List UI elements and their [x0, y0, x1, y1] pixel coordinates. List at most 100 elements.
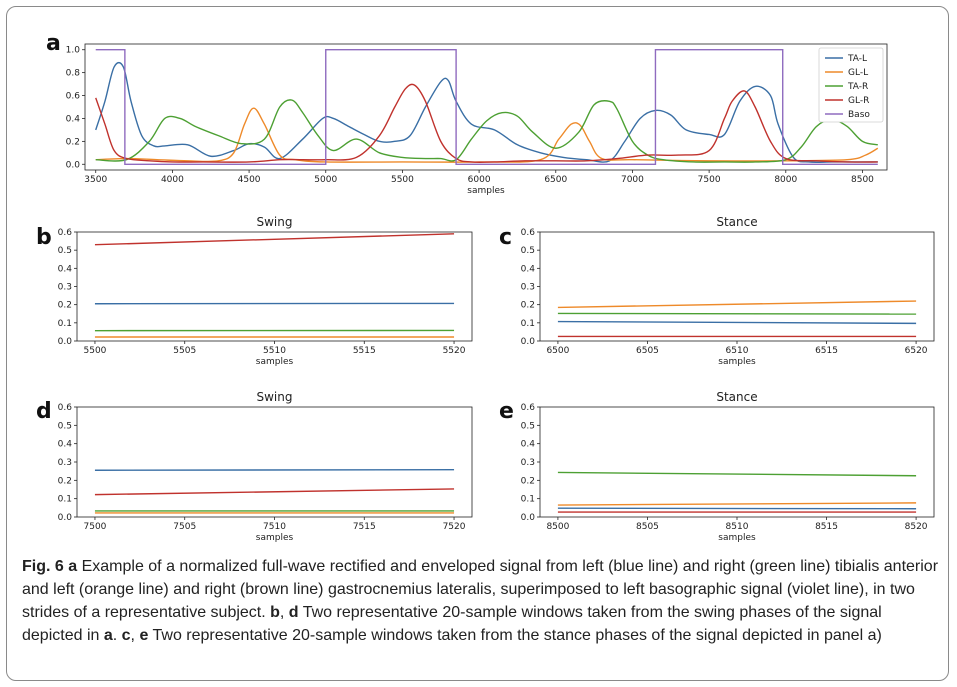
y-tick-label: 0.3: [58, 283, 72, 293]
y-tick-label: 0.2: [521, 301, 535, 311]
panel-letter-a: a: [46, 31, 61, 56]
panel-b: b Swing 5500 5505 5510 5515 5520 0.0 0.1 0.2 0.3 0.…: [36, 215, 473, 367]
caption-segment: ,: [130, 627, 140, 644]
series-line-baso-a: [95, 49, 878, 165]
panel-letter-c: c: [499, 225, 512, 250]
x-tick-label: 8505: [636, 522, 659, 532]
figure-6-charts: a 3500 4000 4500 5000 5500 6000 6500 7000 7500 800…: [36, 31, 935, 543]
caption-panel-ref: a: [68, 558, 78, 575]
x-axis-label-e: samples: [718, 533, 756, 543]
y-tick-label: 0.4: [521, 264, 536, 274]
y-tick-label: 0.3: [521, 283, 535, 293]
y-tick-label: 0.6: [58, 228, 73, 238]
y-tick-label: 0.5: [521, 246, 535, 256]
y-tick-label: 0.8: [66, 69, 81, 79]
series-line-ta-l-e: [557, 507, 917, 510]
y-tick-label: 0.5: [521, 421, 535, 431]
x-tick-label: 7500: [84, 522, 107, 532]
x-tick-label: 5510: [263, 346, 286, 356]
y-tick-label: 0.4: [66, 114, 81, 124]
panel-title-d: Swing: [257, 390, 293, 404]
panel-c: c Stance 6500 6505 6510 6515 6520 0.0 0.1 0.2 0.3 0…: [499, 215, 935, 367]
y-tick-label: 0.1: [58, 495, 72, 505]
axes-frame-a: [84, 43, 888, 171]
panel-e: e Stance 8500 8505 8510 8515 8520 0.0 0.1 0.2 0.3 0…: [499, 390, 935, 543]
y-tick-label: 0.5: [58, 421, 72, 431]
legend-label-ta-r: TA-R: [847, 82, 868, 92]
series-line-ta-l-a: [95, 61, 878, 164]
legend-label-baso: Baso: [848, 110, 870, 120]
caption-text: a Example of a normalized full-wave rect…: [22, 558, 938, 644]
x-axis-label-a: samples: [467, 186, 505, 196]
y-tick-label: 0.6: [521, 403, 536, 413]
x-tick-label: 7510: [263, 522, 286, 532]
series-line-ta-l-c: [557, 320, 917, 325]
caption-panel-ref: d: [288, 604, 299, 621]
y-tick-label: 0.4: [58, 264, 73, 274]
y-tick-label: 0.6: [58, 403, 73, 413]
y-tick-label: 0.0: [66, 160, 81, 170]
y-tick-label: 0.0: [58, 513, 73, 523]
caption-panel-ref: e: [139, 627, 149, 644]
y-tick-label: 0.1: [521, 319, 535, 329]
panel-d: d Swing 7500 7505 7510 7515 7520 0.0 0.1 0.2 0.3 0.…: [36, 390, 473, 543]
series-group-b: [94, 233, 455, 338]
panel-a: a 3500 4000 4500 5000 5500 6000 6500 7000 7500 800…: [46, 31, 888, 196]
caption-segment: Two representative 20-sample windows tak…: [148, 627, 882, 644]
caption-segment: Two representative 20-sample windows tak…: [22, 604, 882, 644]
series-line-gl-r-a: [95, 83, 878, 163]
x-tick-label: 6505: [636, 346, 659, 356]
x-tick-label: 8510: [726, 522, 749, 532]
figure-frame: [6, 6, 949, 681]
x-tick-label: 7520: [443, 522, 466, 532]
x-axis-label-d: samples: [256, 533, 294, 543]
y-tick-label: 0.0: [521, 513, 536, 523]
y-tick-label: 0.6: [521, 228, 536, 238]
y-tick-label: 1.0: [66, 46, 81, 56]
x-tick-label: 4000: [161, 175, 184, 185]
legend-label-gl-l: GL-L: [848, 68, 868, 78]
axes-frame-b: [76, 231, 473, 342]
panel-title-b: Swing: [257, 215, 293, 229]
x-tick-label: 5515: [353, 346, 376, 356]
x-tick-label: 5500: [84, 346, 107, 356]
x-tick-label: 5505: [173, 346, 196, 356]
series-group-e: [557, 471, 917, 513]
x-tick-label: 5500: [391, 175, 414, 185]
caption-segment: Example of a normalized full-wave rectif…: [22, 558, 939, 621]
x-axis-label-c: samples: [718, 357, 756, 367]
series-line-ta-r-c: [557, 312, 917, 315]
x-tick-label: 4500: [238, 175, 261, 185]
legend-label-ta-l: TA-L: [847, 54, 867, 64]
y-tick-label: 0.2: [521, 476, 535, 486]
y-tick-label: 0.1: [521, 495, 535, 505]
y-tick-label: 0.4: [521, 440, 536, 450]
x-tick-label: 6510: [726, 346, 749, 356]
series-line-gl-l-e: [557, 502, 917, 506]
series-line-ta-r-a: [95, 99, 878, 163]
x-tick-label: 7500: [698, 175, 721, 185]
x-tick-label: 6500: [546, 346, 569, 356]
series-group-d: [94, 469, 455, 514]
panel-letter-b: b: [36, 225, 52, 250]
y-tick-label: 0.0: [58, 337, 73, 347]
series-line-ta-l-d: [94, 469, 455, 471]
caption-panel-ref: a: [103, 627, 113, 644]
x-tick-label: 8515: [815, 522, 838, 532]
series-line-gl-r-b: [94, 233, 455, 246]
series-line-gl-l-c: [557, 300, 917, 309]
x-tick-label: 6515: [815, 346, 838, 356]
axes-frame-c: [539, 231, 935, 342]
series-line-gl-r-d: [94, 488, 455, 496]
x-tick-label: 5520: [443, 346, 466, 356]
caption-segment: .: [112, 627, 122, 644]
panel-letter-d: d: [36, 399, 52, 424]
caption-figure-label: Fig. 6: [22, 558, 64, 575]
x-tick-label: 6500: [544, 175, 567, 185]
x-tick-label: 7515: [353, 522, 376, 532]
series-line-ta-r-e: [557, 471, 917, 477]
y-tick-label: 0.2: [66, 137, 80, 147]
x-tick-label: 7505: [173, 522, 196, 532]
y-tick-label: 0.3: [58, 458, 72, 468]
legend-box: [818, 47, 884, 123]
